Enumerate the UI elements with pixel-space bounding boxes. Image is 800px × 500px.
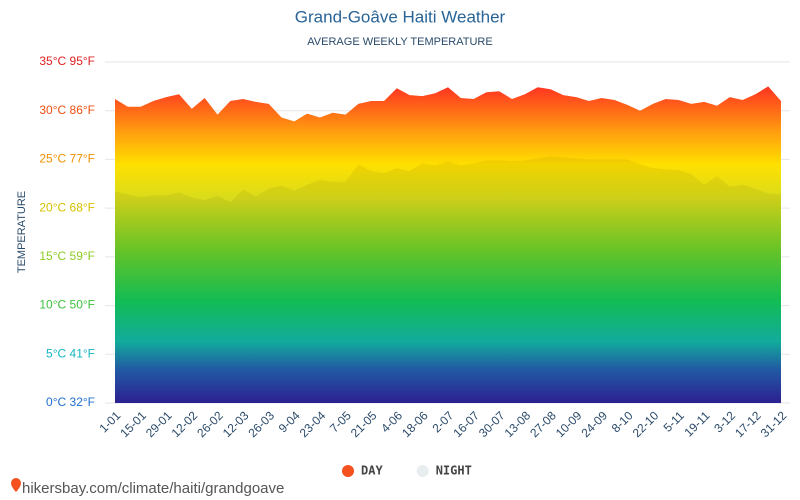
x-tick-label: 15-01 — [117, 408, 149, 440]
x-tick-label: 13-08 — [502, 408, 534, 440]
x-tick-label: 26-03 — [245, 408, 277, 440]
y-tick-label: 10°C 50°F — [39, 298, 95, 312]
y-tick-label: 5°C 41°F — [46, 346, 95, 360]
legend-label: DAY — [361, 464, 383, 478]
y-tick-label: 25°C 77°F — [39, 152, 95, 166]
legend-label: NIGHT — [436, 464, 472, 478]
source: hikersbay.com/climate/haiti/grandgoave — [11, 478, 284, 497]
chart-title: Grand-Goâve Haiti Weather — [295, 7, 506, 26]
x-tick-label: 16-07 — [450, 408, 482, 440]
x-tick-label: 12-03 — [220, 408, 252, 440]
x-tick-label: 30-07 — [476, 408, 508, 440]
x-tick-label: 29-01 — [143, 408, 175, 440]
x-tick-label: 22-10 — [630, 408, 662, 440]
day-area — [115, 86, 781, 404]
night-area — [115, 156, 781, 403]
source-icon — [11, 478, 21, 492]
x-tick-label: 27-08 — [527, 408, 559, 440]
y-tick-label: 15°C 59°F — [39, 249, 95, 263]
x-tick-label: 19-11 — [682, 408, 713, 439]
x-tick-label: 24-09 — [578, 408, 610, 440]
chart-subtitle: AVERAGE WEEKLY TEMPERATURE — [307, 36, 492, 48]
source-text: hikersbay.com/climate/haiti/grandgoave — [22, 480, 284, 497]
x-tick-label: 17-12 — [732, 408, 764, 440]
y-tick-label: 20°C 68°F — [39, 200, 95, 214]
x-tick-label: 21-05 — [348, 408, 380, 440]
x-tick-label: 18-06 — [399, 408, 431, 440]
legend-marker — [342, 465, 354, 477]
y-tick-label: 0°C 32°F — [46, 395, 95, 409]
legend-marker — [416, 465, 429, 477]
x-tick-label: 31-12 — [758, 408, 790, 440]
y-tick-label: 35°C 95°F — [39, 54, 95, 68]
y-axis-label: TEMPERATURE — [16, 191, 28, 273]
x-tick-label: 10-09 — [553, 408, 585, 440]
y-tick-label: 30°C 86°F — [39, 103, 95, 117]
x-tick-label: 23-04 — [297, 408, 329, 440]
x-tick-label: 26-02 — [194, 408, 226, 440]
x-tick-label: 12-02 — [169, 408, 201, 440]
